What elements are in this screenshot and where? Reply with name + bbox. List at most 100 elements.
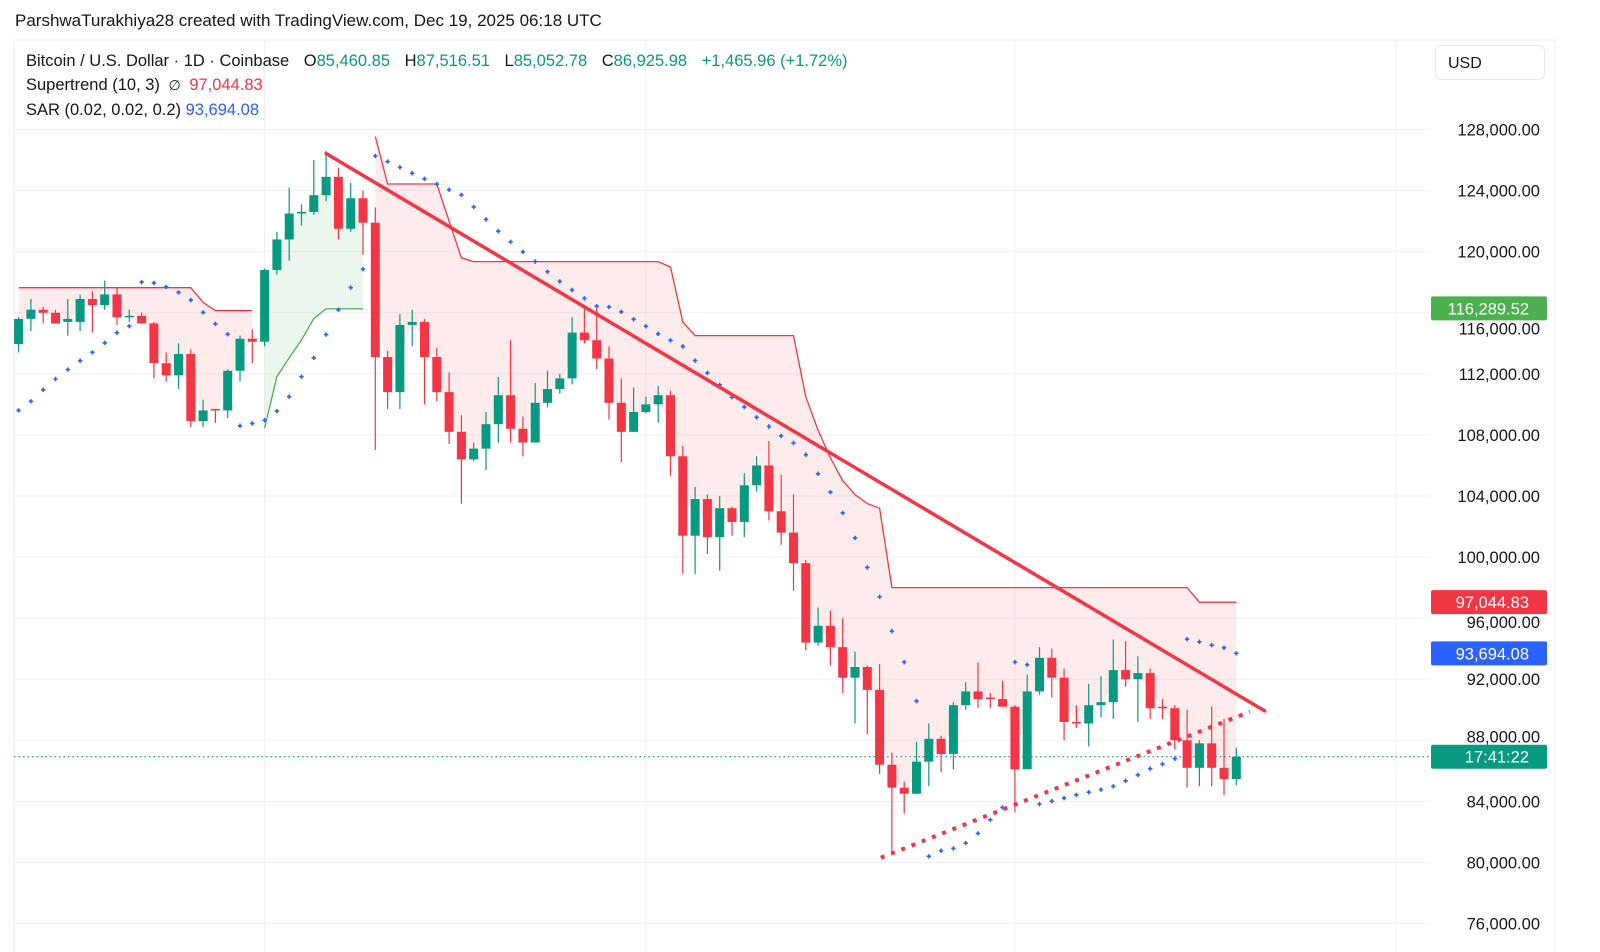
sar-dot <box>1111 784 1116 789</box>
candle-up <box>543 370 552 408</box>
candle-body <box>1182 740 1192 768</box>
candle-up <box>124 309 134 322</box>
candle-up <box>924 723 934 787</box>
candle-up <box>75 294 85 332</box>
candle-up <box>395 314 405 409</box>
candle-body <box>1219 767 1229 780</box>
candle-body <box>506 395 516 429</box>
sar-dot <box>1061 795 1067 801</box>
candle-down <box>1059 668 1069 741</box>
candle-down <box>87 291 97 333</box>
sar-dot <box>1148 766 1153 771</box>
candle-down <box>887 752 897 855</box>
candle-body <box>309 195 319 212</box>
sar-dot <box>422 176 427 182</box>
y-tick-label: 80,000.00 <box>1467 854 1540 872</box>
candle-down <box>161 352 171 382</box>
y-tick-label: 112,000.00 <box>1459 366 1540 384</box>
candle-up <box>1194 740 1204 787</box>
symbol-legend[interactable]: Bitcoin / U.S. Dollar · 1D · Coinbase O8… <box>26 52 848 71</box>
candle-body <box>407 321 417 325</box>
currency-button[interactable]: USD <box>1435 45 1545 80</box>
candle-down <box>1158 699 1167 719</box>
candle-up <box>1133 656 1143 722</box>
price-axis[interactable]: 128,000.00 124,000.00 120,000.00 116,000.00… <box>1431 122 1547 934</box>
candle-down <box>1121 641 1131 687</box>
y-tick-label: 96,000.00 <box>1467 614 1540 632</box>
candle-up <box>690 486 700 574</box>
y-tick-label: 104,000.00 <box>1457 488 1540 506</box>
sar-dot <box>545 269 550 274</box>
sar-dot <box>164 284 169 290</box>
candle-body <box>715 508 725 538</box>
sar-dot <box>656 331 661 337</box>
candle-body <box>518 428 528 443</box>
axis-badge-text: 116,289.52 <box>1448 300 1529 318</box>
candle-down <box>444 372 454 445</box>
candle-body <box>1145 673 1155 709</box>
candle-down <box>875 663 885 774</box>
sar-dot <box>569 287 575 293</box>
supertrend-line-down <box>374 136 1237 603</box>
sar-legend[interactable]: SAR (0.02, 0.02, 0.2) 93,694.08 <box>26 101 259 120</box>
sar-dot <box>803 452 808 457</box>
candle-down <box>1010 705 1020 813</box>
empty-set-icon: ∅ <box>168 77 181 93</box>
y-tick-label: 84,000.00 <box>1467 793 1540 811</box>
axis-badge-bg <box>1431 641 1547 666</box>
candle-down <box>247 329 257 364</box>
sar-dot <box>815 471 821 477</box>
sar-dot <box>176 290 181 295</box>
sar-dot <box>988 817 993 823</box>
supertrend-legend[interactable]: Supertrend (10, 3) ∅ 97,044.83 <box>26 76 263 95</box>
candle-body <box>1133 673 1143 680</box>
candle-body <box>555 378 565 390</box>
candle-up <box>912 741 921 794</box>
y-tick-label: 88,000.00 <box>1467 729 1540 747</box>
candle-body <box>210 408 220 411</box>
trendlines[interactable] <box>324 151 1267 860</box>
sar-dot <box>1184 637 1190 642</box>
sar-dot <box>643 324 649 329</box>
sar-dot <box>299 374 304 379</box>
candle-body <box>1059 677 1069 722</box>
sar-dot <box>668 338 673 343</box>
sar-dot <box>323 332 329 337</box>
sar-dot <box>606 304 612 310</box>
symbol-name: Bitcoin / U.S. Dollar · 1D · Coinbase <box>26 52 290 70</box>
candle-body <box>383 357 393 393</box>
candle-body <box>26 309 36 319</box>
sar-dot <box>139 279 144 285</box>
candle-body <box>1010 706 1020 770</box>
sar-dot <box>1012 659 1018 665</box>
candle-body <box>666 395 675 457</box>
candle-body <box>912 761 921 794</box>
sar-dot <box>1197 639 1202 645</box>
candle-body <box>186 353 196 422</box>
candle-down <box>936 735 946 773</box>
candle-body <box>838 647 848 678</box>
candle-body <box>530 402 540 443</box>
candle-up <box>481 411 491 471</box>
sar-dot <box>680 344 685 349</box>
candle-up <box>641 396 651 414</box>
sar-dot <box>446 187 452 192</box>
sar-dot <box>828 489 833 495</box>
candle-up <box>1084 683 1094 747</box>
sar-dot <box>483 217 489 222</box>
candle-up <box>100 280 110 310</box>
candle-body <box>297 211 306 214</box>
change-value: +1,465.96 (+1.72%) <box>701 52 848 70</box>
y-tick-label: 120,000.00 <box>1457 244 1540 262</box>
candle-body <box>235 338 245 371</box>
candle-body <box>420 321 429 358</box>
sar-dot <box>373 153 378 159</box>
sar-dot <box>619 309 624 315</box>
high-label: H <box>404 52 417 70</box>
sar-dot <box>533 259 538 264</box>
candle-body <box>616 402 626 432</box>
sar-dot <box>360 267 366 272</box>
high-value: 87,516.51 <box>416 52 490 70</box>
sar-dot <box>631 317 636 322</box>
